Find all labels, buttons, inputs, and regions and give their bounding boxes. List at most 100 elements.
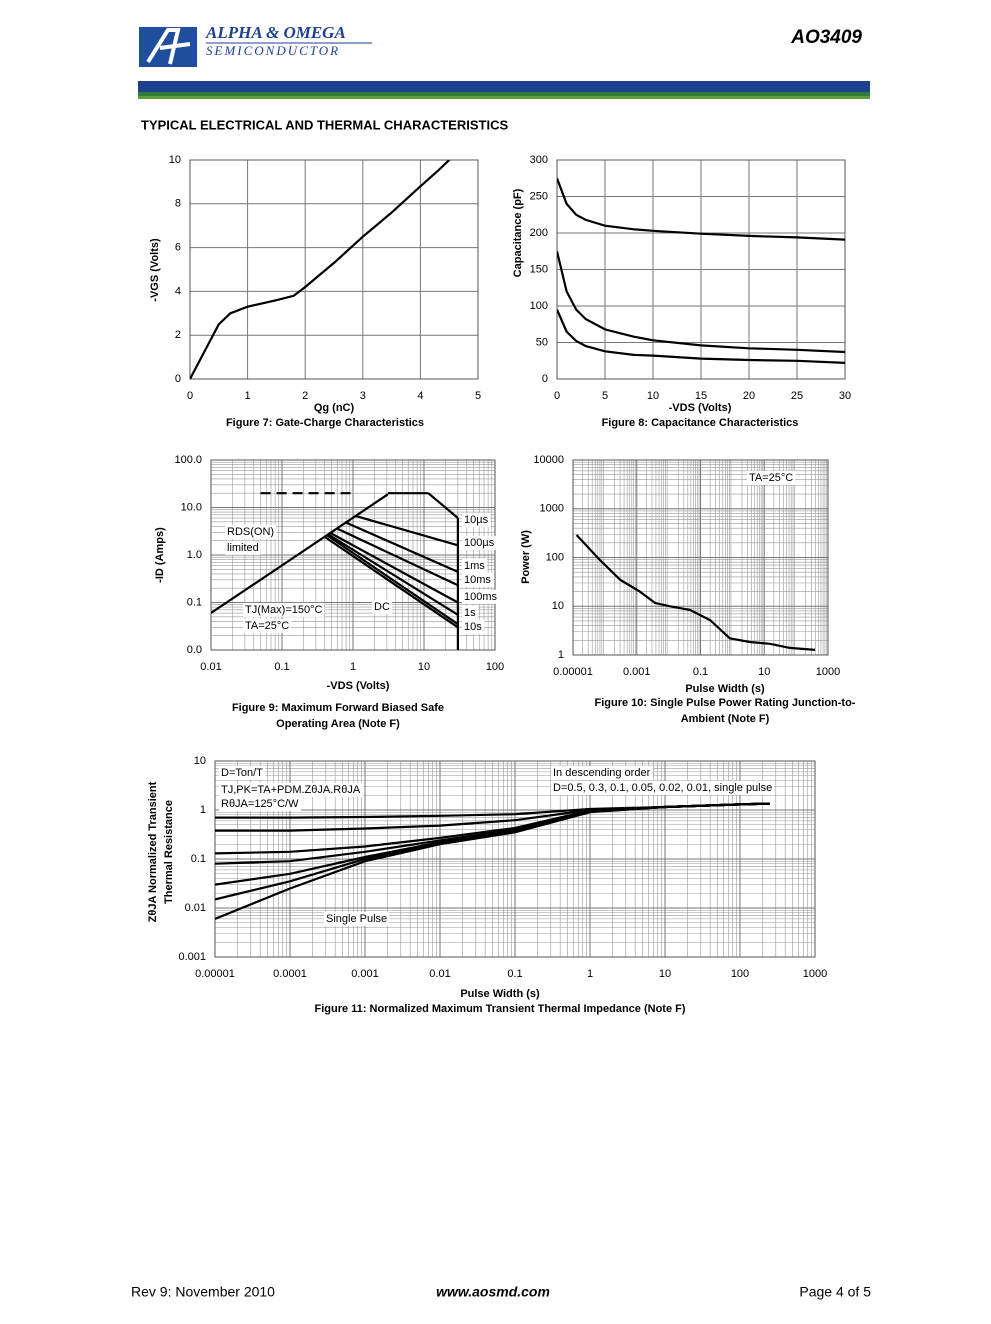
y-tick-label: 10 [194, 755, 206, 767]
x-tick-label: 0.00001 [195, 968, 235, 980]
x-tick-label: 0 [554, 390, 560, 402]
y-tick-label: 1 [558, 649, 564, 661]
annotation: Single Pulse [326, 913, 387, 925]
y-tick-label: 100 [530, 300, 548, 312]
x-tick-label: 1 [350, 661, 356, 673]
plot-frame [556, 159, 846, 380]
footer-revision: Rev 9: November 2010 [131, 1284, 275, 1300]
y-tick-label: 0.1 [187, 596, 202, 608]
x-tick-label: 10 [418, 661, 430, 673]
x-tick-label: 0.001 [351, 968, 379, 980]
x-axis-label: Pulse Width (s) [460, 988, 540, 1000]
figure-caption: Figure 9: Maximum Forward Biased Safe [232, 702, 444, 714]
x-tick-label: 5 [475, 390, 481, 402]
data-line [557, 251, 845, 354]
figure-caption: Figure 11: Normalized Maximum Transient … [314, 1003, 685, 1015]
section-title: TYPICAL ELECTRICAL AND THERMAL CHARACTER… [141, 117, 508, 132]
y-tick-label: 200 [530, 227, 548, 239]
annotation-background [462, 558, 488, 573]
data-line [575, 534, 816, 651]
x-tick-label: 0.1 [507, 968, 522, 980]
series-label: 100µs [464, 537, 495, 549]
data-line [326, 534, 459, 626]
plot-frame [214, 760, 816, 958]
y-tick-label: 0 [175, 373, 181, 385]
data-line [215, 802, 770, 920]
series-label: DC [374, 601, 390, 613]
series-label: 1s [464, 607, 476, 619]
x-tick-label: 10 [647, 390, 659, 402]
annotation-background [219, 765, 266, 780]
x-tick-label: 0.00001 [553, 666, 593, 678]
x-tick-label: 100 [731, 968, 749, 980]
figure-caption: Figure 7: Gate-Charge Characteristics [226, 417, 424, 429]
annotation: TA=25°C [245, 620, 289, 632]
header-band-green [138, 92, 870, 96]
annotation-background [243, 618, 292, 633]
annotation-background [243, 602, 325, 617]
figure-caption: Figure 8: Capacitance Characteristics [602, 417, 799, 429]
x-tick-label: 4 [417, 390, 423, 402]
annotation-background [462, 605, 479, 620]
annotation-background [462, 535, 497, 550]
series-label: 100ms [464, 591, 498, 603]
plot-frame [189, 159, 479, 380]
y-tick-label: 1000 [540, 503, 564, 515]
annotation-background [551, 780, 775, 795]
figure-caption: Ambient (Note F) [681, 713, 770, 725]
x-tick-label: 1000 [803, 968, 827, 980]
data-line [324, 535, 459, 629]
y-tick-label: 0.1 [191, 853, 206, 865]
annotation: TJ(Max)=150°C [245, 604, 323, 616]
y-axis-label: Power (W) [520, 530, 532, 584]
series-label: 10µs [464, 514, 489, 526]
data-line [329, 532, 459, 604]
y-tick-label: 0.01 [185, 902, 206, 914]
part-number: AO3409 [790, 27, 862, 48]
x-axis-label: Qg (nC) [314, 402, 355, 414]
annotation-background [225, 540, 261, 555]
data-line [211, 493, 389, 614]
y-tick-label: 6 [175, 242, 181, 254]
x-axis-label: -VDS (Volts) [327, 680, 390, 692]
y-axis-label: Capacitance (pF) [512, 188, 524, 277]
annotation-background [462, 589, 500, 604]
annotation-background [219, 782, 363, 797]
y-tick-label: 10 [552, 600, 564, 612]
annotation: TJ,PK=TA+PDM.ZθJA.RθJA [221, 784, 361, 796]
y-axis-label: ZθJA Normalized Transient [147, 781, 159, 922]
x-tick-label: 0.01 [429, 968, 450, 980]
data-line [557, 309, 845, 364]
y-tick-label: 100.0 [174, 454, 202, 466]
x-tick-label: 10 [659, 968, 671, 980]
x-tick-label: 0.001 [623, 666, 651, 678]
y-tick-label: 10.0 [181, 501, 202, 513]
footer-website: www.aosmd.com [436, 1284, 550, 1300]
annotation-background [462, 512, 491, 527]
annotation: D=0.5, 0.3, 0.1, 0.05, 0.02, 0.01, singl… [553, 782, 772, 794]
annotation-background [462, 572, 494, 587]
logo-line1: ALPHA & OMEGA [205, 23, 346, 42]
annotation: RθJA=125°C/W [221, 798, 299, 810]
logo [139, 27, 197, 67]
figure-caption: Figure 10: Single Pulse Power Rating Jun… [595, 697, 856, 709]
annotation: D=Ton/T [221, 767, 263, 779]
annotation: RDS(ON) [227, 526, 274, 538]
x-tick-label: 0.1 [274, 661, 289, 673]
y-tick-label: 1 [200, 804, 206, 816]
series-label: 1ms [464, 560, 485, 572]
y-tick-label: 100 [546, 551, 564, 563]
x-tick-label: 20 [743, 390, 755, 402]
annotation: TA=25°C [749, 472, 793, 484]
figure-caption: Operating Area (Note F) [276, 718, 400, 730]
y-tick-label: 0 [542, 373, 548, 385]
x-tick-label: 0 [187, 390, 193, 402]
header-band-lightgreen [138, 96, 870, 99]
x-axis-label: -VDS (Volts) [669, 402, 732, 414]
x-tick-label: 25 [791, 390, 803, 402]
y-axis-label: -ID (Amps) [154, 527, 166, 583]
y-axis-label: -VGS (Volts) [149, 238, 161, 302]
data-line [190, 160, 450, 379]
